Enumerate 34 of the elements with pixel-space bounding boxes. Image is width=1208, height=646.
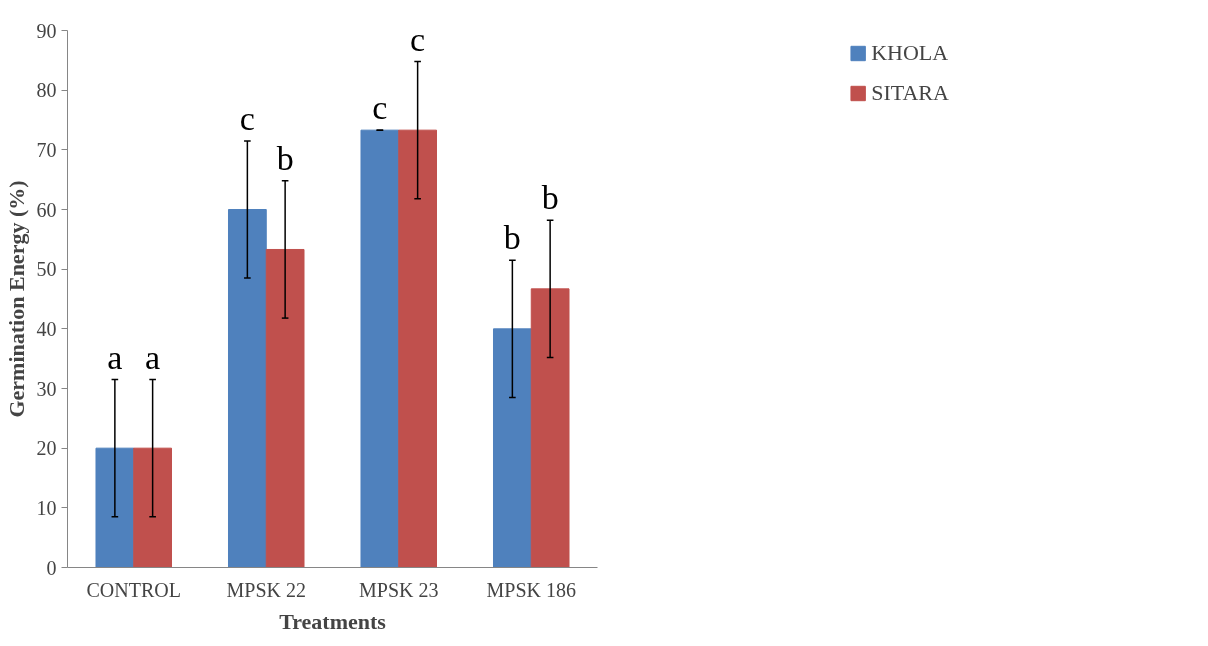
y-tick-label: 60 (36, 198, 57, 221)
y-tick-label: 10 (36, 496, 57, 519)
bar (227, 209, 267, 568)
data-label: a (107, 338, 123, 376)
x-tick-label: CONTROL (86, 578, 181, 601)
bar (530, 288, 570, 568)
bar (398, 129, 438, 568)
y-tick-label: 40 (36, 317, 57, 340)
data-label: c (239, 99, 255, 137)
data-label: b (503, 219, 521, 257)
y-tick-label: 30 (36, 377, 57, 400)
y-tick-label: 20 (36, 437, 57, 460)
bar (95, 447, 135, 568)
x-tick-label: MPSK 23 (359, 578, 439, 601)
legend-label: SITARA (871, 80, 949, 106)
x-tick-label: MPSK 22 (226, 578, 306, 601)
bar (133, 447, 173, 568)
x-tick-label: MPSK 186 (486, 578, 576, 601)
y-axis-title: Germination Energy (%) (3, 180, 29, 418)
data-label: c (372, 89, 388, 127)
bar (492, 328, 532, 568)
data-label: c (410, 20, 426, 58)
y-tick-label: 90 (36, 19, 57, 42)
data-label: a (145, 338, 161, 376)
y-tick-label: 50 (36, 258, 57, 281)
y-tick-label: 70 (36, 138, 57, 161)
x-axis-title: Treatments (279, 608, 387, 634)
bar (265, 248, 305, 568)
y-tick-label: 80 (36, 79, 57, 102)
data-label: b (276, 139, 294, 177)
legend-label: KHOLA (871, 40, 949, 66)
data-label: b (541, 179, 559, 217)
y-tick-label: 0 (46, 556, 57, 579)
bar (360, 129, 400, 568)
